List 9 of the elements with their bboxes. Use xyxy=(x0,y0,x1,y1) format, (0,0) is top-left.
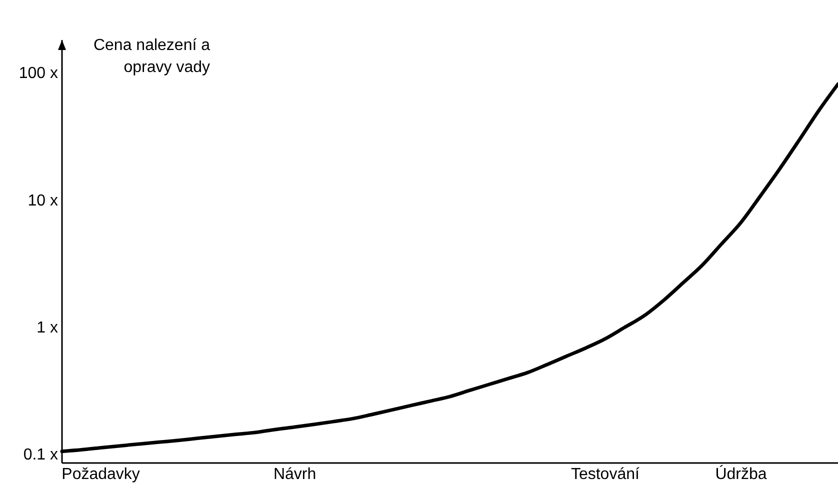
x-tick-label: Požadavky xyxy=(62,466,140,483)
x-tick-label: Testování xyxy=(570,466,640,483)
x-tick-label: Údržba xyxy=(715,465,767,483)
y-tick-label: 10 x xyxy=(28,192,58,210)
y-tick-label: 1 x xyxy=(36,319,58,336)
x-tick-label: Návrh xyxy=(273,466,316,483)
y-axis-title: Cena nalezení a opravy vady xyxy=(93,37,210,76)
y-tick-label: 0.1 x xyxy=(23,446,58,464)
y-tick-label: 100 x xyxy=(18,65,58,82)
